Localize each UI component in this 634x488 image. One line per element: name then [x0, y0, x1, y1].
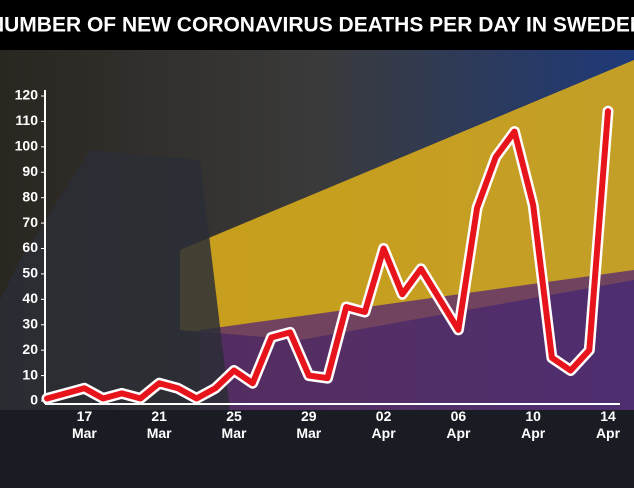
x-tick-label: 14 Apr: [595, 408, 621, 441]
y-tick-label: 0: [30, 392, 38, 408]
y-tick-label: 100: [15, 138, 39, 154]
y-tick-label: 70: [22, 214, 38, 230]
x-tick-label: 25 Mar: [221, 408, 247, 441]
x-tick-label: 06 Apr: [446, 408, 471, 441]
x-tick-label: 02 Apr: [371, 408, 396, 441]
y-tick-label: 80: [22, 188, 38, 204]
footer-bg: [0, 410, 634, 488]
x-tick-label: 29 Mar: [296, 408, 322, 441]
y-tick-label: 120: [15, 87, 39, 103]
y-tick-label: 50: [22, 265, 38, 281]
title-bar: [0, 0, 634, 50]
x-tick-label: 17 Mar: [71, 408, 97, 441]
person: [0, 150, 230, 410]
y-tick-label: 30: [22, 315, 38, 331]
y-tick-label: 60: [22, 239, 38, 255]
flag-yellow: [180, 60, 634, 340]
y-tick-label: 90: [22, 163, 38, 179]
y-tick-label: 110: [15, 112, 38, 128]
y-tick-label: 20: [22, 341, 38, 357]
y-tick-label: 10: [22, 366, 38, 382]
chart-title: NUMBER OF NEW CORONAVIRUS DEATHS PER DAY…: [0, 14, 634, 37]
line: [44, 108, 611, 402]
y-tick-label: 40: [22, 290, 38, 306]
x-tick-label: 10 Apr: [521, 408, 546, 441]
x-tick-label: 21 Mar: [146, 408, 172, 441]
